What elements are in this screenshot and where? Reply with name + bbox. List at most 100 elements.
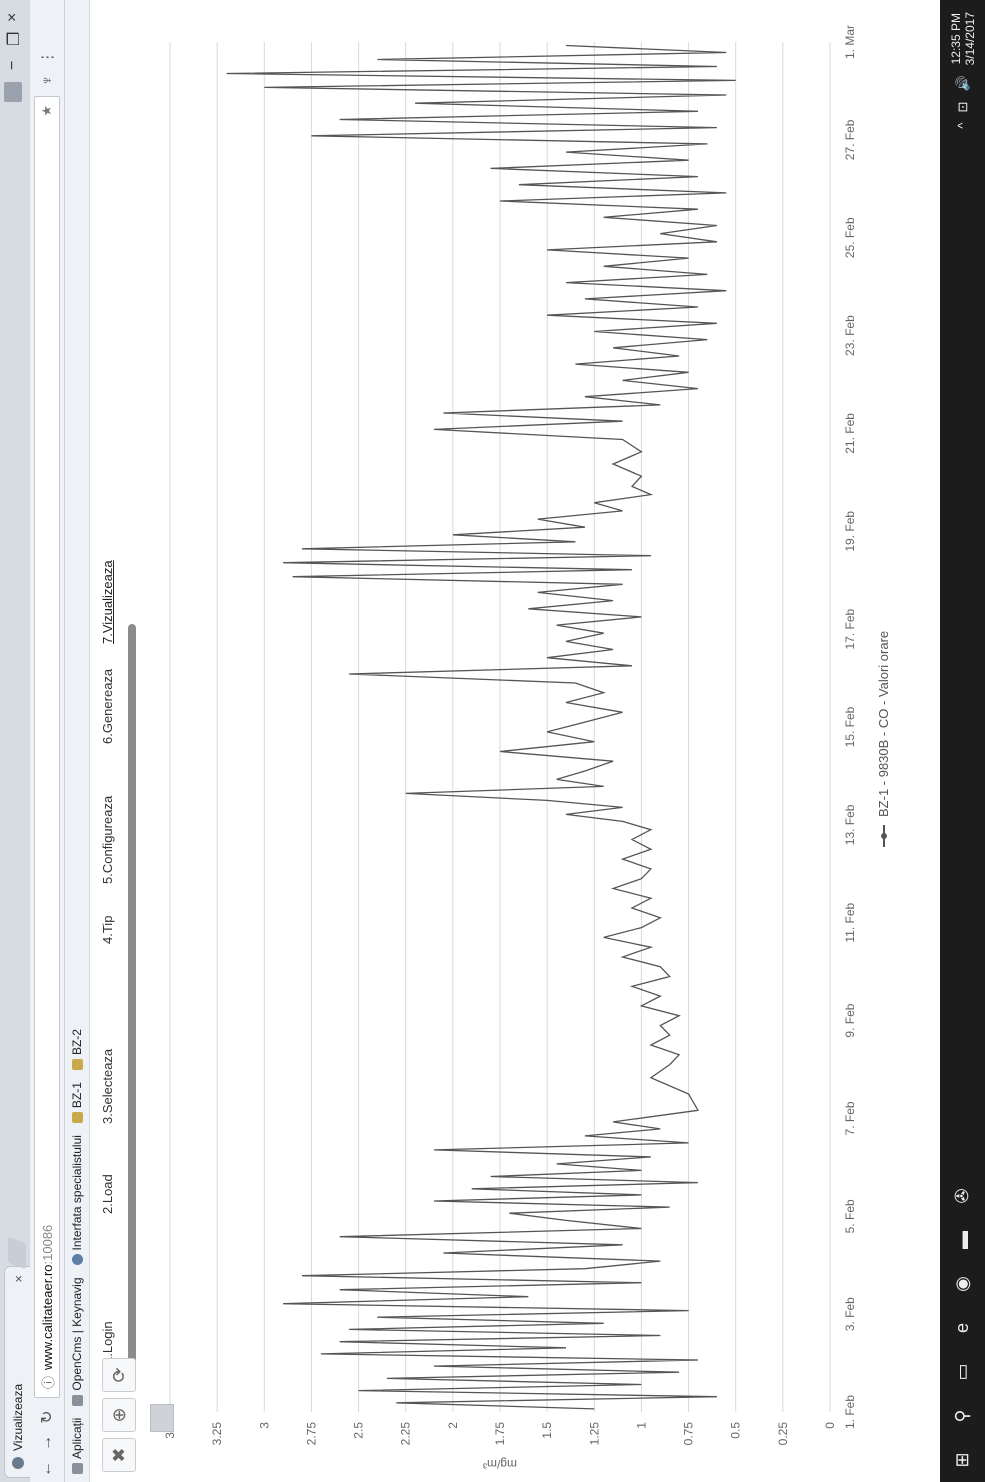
bookmark-label: Aplicații [70, 1417, 84, 1459]
user-profile-icon[interactable] [4, 82, 22, 102]
x-tick-label: 1. Feb [843, 1395, 857, 1429]
y-tick-label: 1 [634, 1422, 648, 1429]
chevron-up-icon[interactable]: ^ [955, 122, 970, 129]
tab-title: Vizualizeaza [11, 1383, 25, 1451]
x-tick-label: 5. Feb [843, 1199, 857, 1233]
system-tray: ^ ⊡ 🔊 12:35 PM 3/14/2017 [949, 12, 977, 129]
bookmark-label: Interfata specialistului [70, 1135, 84, 1251]
address-bar[interactable]: ⓘ www.calitateaer.ro :10086 ★ [34, 96, 60, 1398]
info-icon[interactable]: ⓘ [40, 1375, 56, 1389]
bookmark-label: OpenCms | Keynavig [70, 1277, 84, 1391]
legend-label: BZ-1 - 9830B - CO - Valori orare [876, 631, 891, 817]
y-tick-label: 2.25 [399, 1422, 413, 1446]
y-tick-label: 0.75 [682, 1422, 696, 1446]
reload-icon[interactable]: ↻ [39, 1410, 56, 1424]
globe-icon [12, 1457, 24, 1469]
x-tick-label: 17. Feb [843, 608, 857, 649]
close-window-button[interactable]: × [4, 12, 21, 22]
bookmarks-bar: Aplicații OpenCms | Keynavig Interfata spe… [65, 0, 90, 1482]
y-tick-label: 3.25 [210, 1422, 224, 1446]
x-tick-label: 7. Feb [843, 1101, 857, 1135]
bookmark-star-icon[interactable]: ★ [39, 105, 54, 117]
bookmark-item[interactable]: Aplicații [70, 1418, 84, 1474]
wizard-step[interactable]: 7.Vizualizeaza [100, 560, 115, 644]
close-tool-icon[interactable]: ✖ [102, 1438, 136, 1472]
series-line [226, 44, 736, 1410]
x-tick-label: 25. Feb [843, 217, 857, 258]
y-tick-label: 2.5 [352, 1422, 366, 1439]
y-tick-label: 1.5 [540, 1422, 554, 1439]
page-icon [71, 1394, 83, 1406]
save-tool-icon[interactable]: ⊕ [102, 1398, 136, 1432]
x-tick-label: 9. Feb [843, 1003, 857, 1037]
x-tick-label: 27. Feb [843, 119, 857, 160]
y-tick-label: 2.75 [304, 1422, 318, 1446]
x-tick-label: 13. Feb [843, 804, 857, 845]
refresh-tool-icon[interactable]: ⟳ [102, 1358, 136, 1392]
chrome-icon[interactable]: ◉ [952, 1276, 972, 1292]
y-tick-label: 0.5 [729, 1422, 743, 1439]
y-tick-label: 0 [823, 1422, 837, 1429]
wizard-step[interactable]: 4.Tip [100, 915, 115, 944]
x-tick-label: 23. Feb [843, 315, 857, 356]
x-tick-label: 1. Mar [843, 25, 857, 59]
menu-icon[interactable]: ⋮ [39, 49, 56, 65]
bookmark-label: BZ-2 [70, 1029, 84, 1056]
bookmark-item[interactable]: Interfata specialistului [70, 1135, 84, 1266]
apps-icon [71, 1463, 83, 1474]
wizard-step[interactable]: 2.Load [100, 1174, 115, 1214]
clock-time: 12:35 PM [948, 13, 963, 65]
browser-tab[interactable]: Vizualizeaza × [4, 1266, 31, 1478]
search-icon[interactable]: ⚲ [952, 1409, 972, 1423]
minimize-button[interactable]: − [4, 60, 21, 70]
url-path: :10086 [39, 1224, 55, 1265]
x-tick-label: 11. Feb [843, 902, 857, 942]
y-tick-label: 1.25 [587, 1422, 601, 1446]
y-tick-label: 2 [446, 1422, 460, 1429]
url-host: www.calitateaer.ro [39, 1264, 55, 1370]
navigation-bar: ← → ↻ ⓘ www.calitateaer.ro :10086 ★ ♆ ⋮ [30, 0, 65, 1482]
folder-icon [71, 1059, 83, 1071]
wizard-step[interactable]: 5.Configureaza [100, 795, 115, 884]
x-tick-label: 15. Feb [843, 706, 857, 747]
forward-arrow-icon[interactable]: → [38, 1435, 55, 1451]
export-icon[interactable] [150, 1404, 174, 1432]
wizard-step[interactable]: 3.Selecteaza [100, 1048, 115, 1124]
bookmark-item[interactable]: BZ-1 [70, 1082, 84, 1124]
y-axis-label: mg/m³ [483, 1457, 517, 1471]
wizard-progress-bar [128, 624, 136, 1364]
windows-start-icon[interactable]: ⊞ [952, 1452, 972, 1468]
y-tick-label: 3 [257, 1422, 271, 1429]
clock[interactable]: 12:35 PM 3/14/2017 [949, 12, 977, 65]
app-toolbar: ✖ ⊕ 1.Login 2.Load 3.Selecteaza 4.Tip 5.Conf… [90, 0, 150, 1482]
folder-icon [71, 1112, 83, 1124]
bookmark-item[interactable]: BZ-2 [70, 1029, 84, 1071]
edge-browser-icon[interactable]: e [952, 1323, 972, 1334]
tab-strip: Vizualizeaza × − ❐ × [0, 0, 31, 1482]
legend-marker [881, 833, 887, 839]
y-tick-label: 0.25 [776, 1422, 790, 1446]
chart-panel: 0 0.25 0.5 0.75 1 1.25 1.5 1.75 2 2.25 2.5 2.75 3 3.2… [150, 0, 940, 1482]
restore-button[interactable]: ❐ [6, 31, 23, 46]
extension-icon[interactable]: ♆ [38, 74, 56, 86]
co-line-chart: 0 0.25 0.5 0.75 1 1.25 1.5 1.75 2 2.25 2.5 2.75 3 3.2… [163, 25, 891, 1471]
task-view-icon[interactable]: ▭ [952, 1363, 972, 1381]
network-icon[interactable]: ⊡ [954, 101, 970, 113]
x-tick-label: 21. Feb [843, 413, 857, 454]
back-arrow-icon[interactable]: ← [38, 1461, 55, 1477]
windows-taskbar: ⊞ ⚲ ▭ e ◉ ▬ ✇ ^ ⊡ 🔊 12:35 PM 3/14/2017 [940, 0, 985, 1482]
y-tick-label: 1.75 [493, 1422, 507, 1446]
x-tick-label: 19. Feb [843, 511, 857, 552]
clock-date: 3/14/2017 [962, 12, 977, 66]
volume-icon[interactable]: 🔊 [954, 75, 970, 92]
app-icon[interactable]: ✇ [952, 1188, 972, 1204]
globe-icon [71, 1254, 83, 1266]
wizard-step[interactable]: 6.Genereaza [100, 668, 115, 744]
file-explorer-icon[interactable]: ▬ [952, 1231, 972, 1249]
new-tab-button[interactable] [8, 1236, 26, 1270]
bookmark-item[interactable]: OpenCms | Keynavig [70, 1277, 84, 1406]
close-tab-icon[interactable]: × [10, 1275, 26, 1283]
x-tick-label: 3. Feb [843, 1297, 857, 1331]
bookmark-label: BZ-1 [70, 1082, 84, 1109]
